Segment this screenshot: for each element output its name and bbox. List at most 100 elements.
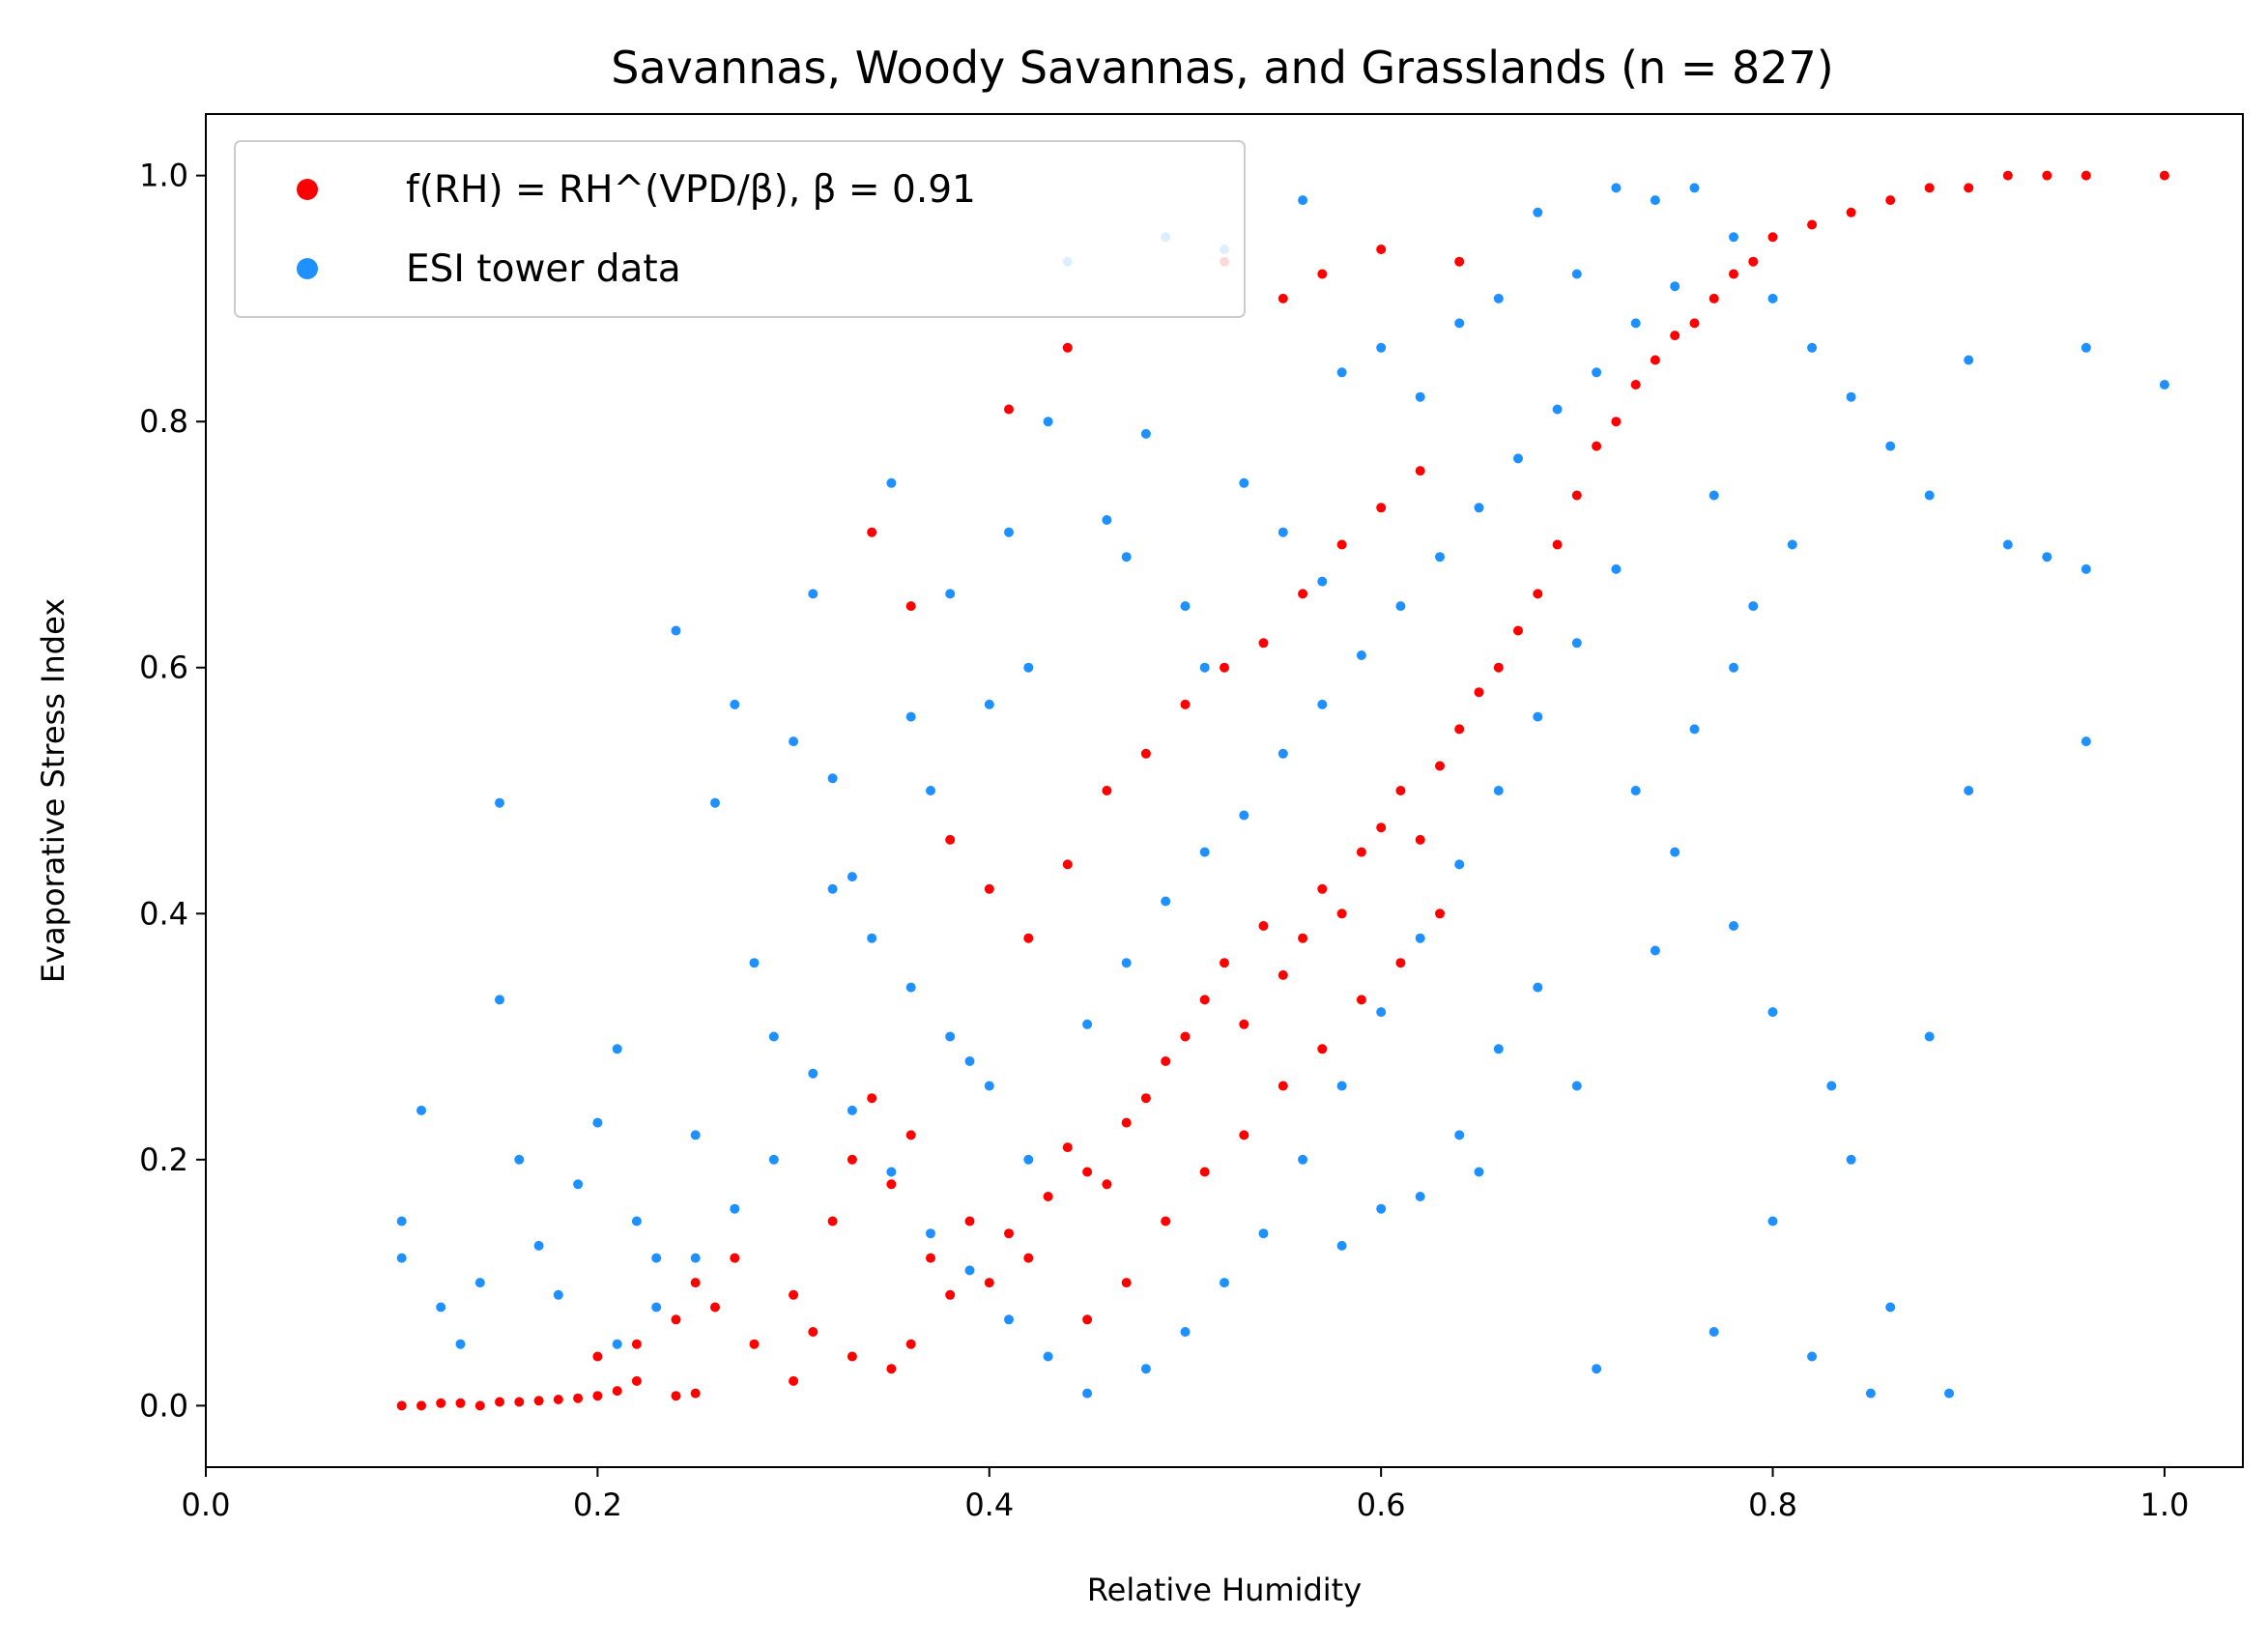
data-point-series-0 <box>1807 219 1818 230</box>
data-point-series-0 <box>926 1253 935 1263</box>
data-point-series-1 <box>847 1105 857 1115</box>
data-point-series-1 <box>1140 428 1151 439</box>
data-point-series-0 <box>905 1339 916 1349</box>
data-point-series-1 <box>1199 847 1210 857</box>
data-point-series-0 <box>886 1179 897 1190</box>
data-point-series-0 <box>396 1400 407 1411</box>
data-point-series-1 <box>1220 1278 1229 1288</box>
data-point-series-0 <box>553 1395 563 1404</box>
data-point-series-0 <box>1630 380 1641 390</box>
data-point-series-0 <box>1062 859 1073 870</box>
data-point-series-1 <box>1043 1351 1053 1362</box>
data-point-series-0 <box>1278 293 1288 303</box>
data-point-series-1 <box>1846 1154 1856 1165</box>
data-point-series-1 <box>1376 342 1387 353</box>
data-point-series-1 <box>1336 1081 1347 1091</box>
data-point-series-1 <box>1670 281 1680 292</box>
data-point-series-1 <box>631 1216 642 1227</box>
data-point-series-1 <box>1826 1081 1837 1091</box>
data-point-series-0 <box>436 1398 446 1408</box>
data-point-series-1 <box>1415 1192 1425 1201</box>
data-point-series-1 <box>592 1117 603 1128</box>
x-tick-label: 0.4 <box>964 1486 1014 1523</box>
data-point-series-0 <box>1043 1192 1053 1201</box>
data-point-series-0 <box>1004 404 1014 415</box>
data-point-series-1 <box>1650 945 1660 956</box>
data-point-series-0 <box>1180 1031 1191 1042</box>
data-point-series-0 <box>945 834 956 845</box>
data-point-series-1 <box>1924 1031 1935 1042</box>
data-point-series-1 <box>396 1216 407 1227</box>
data-point-series-1 <box>1121 958 1132 968</box>
data-point-series-1 <box>1004 527 1014 537</box>
data-point-series-0 <box>886 1364 897 1374</box>
data-point-series-1 <box>984 1081 994 1091</box>
data-point-series-1 <box>984 699 994 709</box>
data-point-series-1 <box>945 1031 956 1042</box>
data-point-series-0 <box>827 1216 838 1227</box>
data-point-series-1 <box>1278 748 1288 759</box>
data-point-series-0 <box>2042 170 2053 181</box>
data-point-series-1 <box>1964 355 1974 365</box>
data-point-series-1 <box>886 1167 897 1177</box>
data-point-series-1 <box>1729 232 1738 243</box>
data-point-series-1 <box>1161 896 1171 907</box>
data-point-series-0 <box>1278 1081 1288 1091</box>
data-point-series-0 <box>1376 245 1387 254</box>
data-point-series-0 <box>631 1339 642 1349</box>
data-point-series-1 <box>1140 1364 1151 1374</box>
data-point-series-1 <box>1376 1007 1387 1018</box>
data-point-series-0 <box>808 1327 818 1337</box>
legend-box <box>234 140 1246 318</box>
data-point-series-0 <box>1239 1130 1249 1140</box>
data-point-series-1 <box>2002 539 2013 550</box>
data-point-series-1 <box>847 872 857 882</box>
data-point-series-0 <box>1767 232 1778 243</box>
data-point-series-0 <box>1239 1019 1249 1029</box>
data-point-series-1 <box>1748 601 1759 612</box>
data-point-series-1 <box>1454 1130 1465 1140</box>
data-point-series-1 <box>1944 1388 1954 1399</box>
data-point-series-1 <box>1533 711 1543 722</box>
data-point-series-0 <box>789 1375 799 1386</box>
data-point-series-0 <box>1885 195 1896 206</box>
data-point-series-1 <box>1474 503 1484 513</box>
data-point-series-1 <box>886 477 897 488</box>
x-axis-label: Relative Humidity <box>1087 1572 1362 1608</box>
data-point-series-1 <box>827 773 838 784</box>
data-point-series-1 <box>514 1154 525 1165</box>
data-point-series-1 <box>1611 563 1622 574</box>
data-point-series-1 <box>905 711 916 722</box>
data-point-series-1 <box>1552 404 1563 415</box>
data-point-series-0 <box>1336 539 1347 550</box>
data-point-series-0 <box>730 1253 740 1263</box>
data-point-series-0 <box>1102 786 1112 795</box>
data-point-series-0 <box>1474 687 1484 698</box>
data-point-series-0 <box>1317 883 1328 894</box>
data-point-series-0 <box>710 1302 720 1313</box>
data-point-series-0 <box>847 1154 857 1165</box>
y-tick-label: 1.0 <box>139 158 188 194</box>
data-point-series-1 <box>1004 1314 1014 1325</box>
data-point-series-0 <box>1415 466 1425 476</box>
data-point-series-1 <box>1689 183 1700 193</box>
data-point-series-1 <box>1670 847 1680 857</box>
data-point-series-1 <box>1336 1240 1347 1251</box>
data-point-series-0 <box>1082 1167 1093 1177</box>
legend-label-esi: ESI tower data <box>406 247 681 291</box>
data-point-series-1 <box>749 958 760 968</box>
data-point-series-1 <box>1787 539 1797 550</box>
data-point-series-0 <box>671 1391 681 1401</box>
data-point-series-0 <box>1298 589 1308 599</box>
data-point-series-1 <box>1807 1351 1818 1362</box>
data-point-series-0 <box>1199 995 1210 1005</box>
data-point-series-0 <box>1140 1093 1151 1104</box>
data-point-series-1 <box>553 1289 563 1300</box>
data-point-series-1 <box>768 1031 779 1042</box>
data-point-series-0 <box>1004 1228 1014 1239</box>
data-point-series-1 <box>1199 662 1210 673</box>
data-point-series-1 <box>416 1105 426 1115</box>
data-point-series-1 <box>1102 515 1112 525</box>
data-point-series-1 <box>1513 453 1523 464</box>
data-point-series-1 <box>808 589 818 599</box>
